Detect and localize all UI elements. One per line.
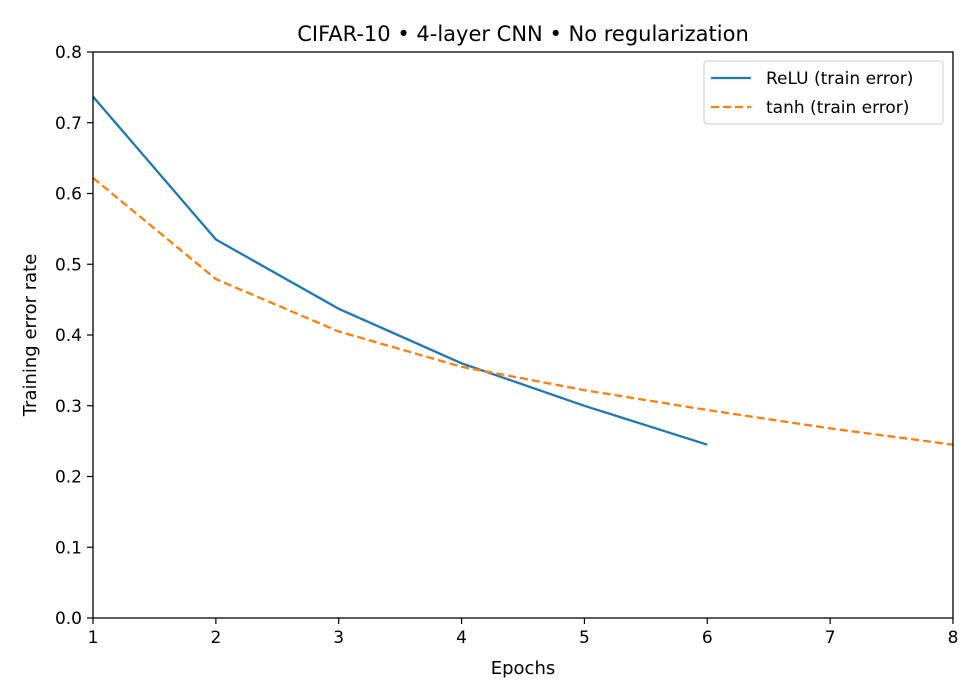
x-tick-label: 5 (579, 628, 590, 648)
x-tick-label: 3 (333, 628, 344, 648)
legend-label: ReLU (train error) (766, 69, 913, 89)
y-axis-title: Training error rate (20, 254, 41, 418)
plot-frame (92, 51, 954, 619)
legend-label: tanh (train error) (766, 98, 909, 118)
series-line-1 (92, 95, 708, 446)
y-tick-label: 0.7 (55, 114, 82, 134)
x-tick-label: 8 (948, 628, 959, 648)
y-tick-label: 0.0 (55, 609, 82, 629)
y-tick-label: 0.3 (55, 397, 82, 417)
x-axis-ticks: 1 2 3 4 5 6 7 8 (88, 618, 959, 648)
plot-lines (92, 95, 954, 446)
y-tick-label: 0.2 (55, 468, 82, 488)
x-tick-label: 7 (825, 628, 836, 648)
y-tick-label: 0.5 (55, 255, 82, 275)
x-tick-label: 6 (702, 628, 713, 648)
x-tick-label: 1 (88, 628, 99, 648)
y-tick-label: 0.6 (55, 185, 82, 205)
legend: ReLU (train error) tanh (train error) (703, 60, 944, 125)
y-tick-label: 0.1 (55, 538, 82, 558)
y-tick-label: 0.8 (55, 43, 82, 63)
chart-title: CIFAR-10 • 4-layer CNN • No regularizati… (297, 22, 749, 46)
x-tick-label: 4 (456, 628, 467, 648)
y-tick-label: 0.4 (55, 326, 82, 346)
legend-box (703, 60, 944, 125)
y-axis-ticks: 0.0 0.1 0.2 0.3 0.4 0.5 0.6 0.7 0.8 (55, 43, 93, 629)
series-line-2 (92, 177, 954, 446)
x-tick-label: 2 (210, 628, 221, 648)
x-axis-title: Epochs (491, 658, 556, 679)
